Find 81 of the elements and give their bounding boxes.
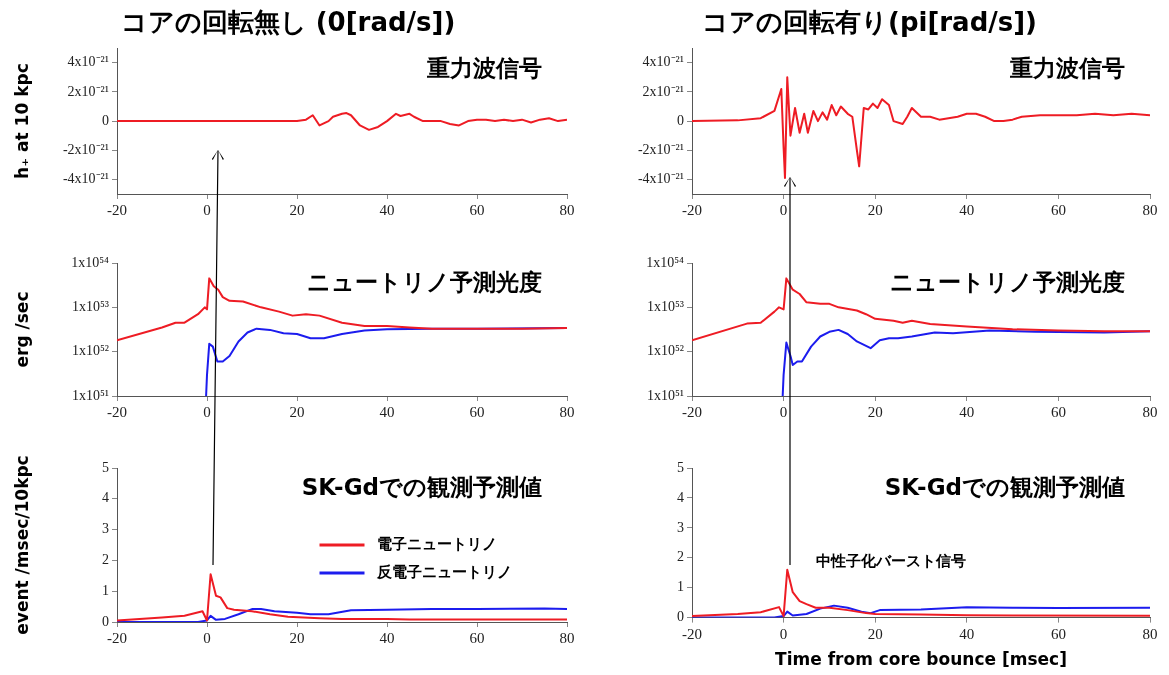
- x-tick-label: 0: [203, 629, 211, 646]
- chart-title: コアの回転無し (0[rad/s]): [120, 7, 456, 38]
- y-tick-label: -2x10⁻²¹: [62, 141, 109, 157]
- x-tick-label: 40: [379, 403, 395, 420]
- y-tick-label: 1x10⁵¹: [646, 387, 684, 403]
- chart-title: コアの回転有り(pi[rad/s]): [701, 7, 1038, 38]
- x-tick-label: 20: [289, 403, 305, 420]
- annotation: ニュートリノ予測光度: [307, 269, 542, 296]
- x-tick-label: -20: [682, 403, 702, 420]
- x-tick-label: 60: [469, 629, 485, 646]
- annotation: 重力波信号: [1009, 54, 1125, 81]
- y-tick-label: 2: [102, 552, 109, 568]
- x-tick-label: -20: [682, 201, 702, 218]
- x-tick-label: 80: [1142, 201, 1158, 218]
- y-tick-label: 1: [102, 582, 109, 598]
- legend-label: 電子ニュートリノ: [376, 534, 497, 553]
- y-axis-title: h₊ at 10 kpc: [11, 63, 32, 179]
- y-tick-label: 2x10⁻²¹: [642, 83, 684, 99]
- y-tick-label: 1x10⁵²: [71, 343, 109, 359]
- y-tick-label: 2: [677, 549, 684, 565]
- y-tick-label: 1x10⁵³: [646, 299, 684, 315]
- x-tick-label: 60: [1050, 201, 1066, 218]
- y-tick-label: 3: [102, 521, 109, 537]
- annotation: 重力波信号: [426, 54, 542, 81]
- y-tick-label: 0: [102, 613, 109, 629]
- y-tick-label: -4x10⁻²¹: [637, 171, 684, 187]
- y-axis-title: event /msec/10kpc: [11, 455, 32, 635]
- x-tick-label: 20: [867, 625, 883, 642]
- y-tick-label: 1x10⁵³: [71, 299, 109, 315]
- x-tick-label: -20: [107, 629, 127, 646]
- y-tick-label: 0: [102, 112, 109, 128]
- y-tick-label: 2x10⁻²¹: [67, 83, 109, 99]
- annotation: ニュートリノ予測光度: [890, 269, 1125, 296]
- x-tick-label: 40: [379, 629, 395, 646]
- x-tick-label: 0: [779, 625, 788, 642]
- y-tick-label: -4x10⁻²¹: [62, 171, 109, 187]
- x-tick-label: 40: [959, 625, 975, 642]
- x-tick-label: 80: [1142, 625, 1158, 642]
- y-tick-label: 1x10⁵⁴: [646, 254, 685, 270]
- y-tick-label: 0: [677, 112, 684, 128]
- x-tick-label: 60: [469, 403, 485, 420]
- x-tick-label: -20: [682, 625, 702, 642]
- y-axis-title: erg /sec: [11, 291, 32, 368]
- y-tick-label: 1: [677, 579, 684, 595]
- y-tick-label: 4x10⁻²¹: [642, 54, 684, 70]
- legend-label: 反電子ニュートリノ: [375, 562, 512, 581]
- x-tick-label: 80: [559, 629, 575, 646]
- annotation: SK-Gdでの観測予測値: [884, 474, 1125, 501]
- y-tick-label: 4: [102, 490, 109, 506]
- x-tick-label: 20: [289, 201, 305, 218]
- x-tick-label: 20: [867, 201, 883, 218]
- x-tick-label: -20: [107, 201, 127, 218]
- x-tick-label: 0: [203, 403, 211, 420]
- x-tick-label: -20: [107, 403, 127, 420]
- y-tick-label: 0: [677, 609, 684, 625]
- x-tick-label: 60: [1050, 625, 1066, 642]
- y-tick-label: 5: [677, 459, 684, 475]
- x-tick-label: 40: [379, 201, 395, 218]
- x-tick-label: 60: [469, 201, 485, 218]
- y-tick-label: 1x10⁵⁴: [71, 254, 110, 270]
- x-tick-label: 40: [959, 403, 975, 420]
- x-tick-label: 60: [1050, 403, 1066, 420]
- x-tick-label: 20: [867, 403, 883, 420]
- x-tick-label: 40: [959, 201, 975, 218]
- x-tick-label: 0: [779, 201, 788, 218]
- annotation: SK-Gdでの観測予測値: [301, 474, 542, 501]
- x-tick-label: 80: [1142, 403, 1158, 420]
- annotation: 中性子化バースト信号: [815, 552, 966, 571]
- y-tick-label: 5: [102, 459, 109, 475]
- x-tick-label: 0: [779, 403, 788, 420]
- y-tick-label: 4x10⁻²¹: [67, 54, 109, 70]
- x-axis-title: Time from core bounce [msec]: [775, 649, 1067, 670]
- y-tick-label: 1x10⁵¹: [71, 387, 109, 403]
- y-tick-label: 1x10⁵²: [646, 343, 684, 359]
- x-tick-label: 80: [559, 201, 575, 218]
- y-tick-label: 3: [677, 519, 684, 535]
- x-tick-label: 80: [559, 403, 575, 420]
- y-tick-label: 4: [677, 489, 684, 505]
- x-tick-label: 0: [203, 201, 211, 218]
- x-tick-label: 20: [289, 629, 305, 646]
- y-tick-label: -2x10⁻²¹: [637, 141, 684, 157]
